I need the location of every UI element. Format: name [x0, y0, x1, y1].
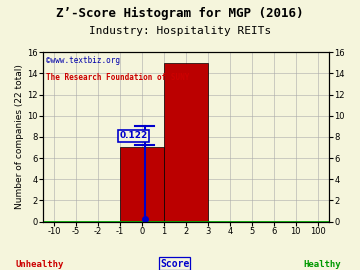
Bar [164, 63, 208, 222]
Text: Score: Score [160, 259, 189, 269]
Text: Industry: Hospitality REITs: Industry: Hospitality REITs [89, 26, 271, 36]
Text: 0.122: 0.122 [120, 131, 148, 140]
Y-axis label: Number of companies (22 total): Number of companies (22 total) [15, 65, 24, 209]
Text: Unhealthy: Unhealthy [15, 260, 64, 269]
Text: Healthy: Healthy [303, 260, 341, 269]
Bar [120, 147, 164, 222]
Text: The Research Foundation of SUNY: The Research Foundation of SUNY [46, 73, 189, 82]
Text: Z’-Score Histogram for MGP (2016): Z’-Score Histogram for MGP (2016) [56, 7, 304, 20]
Text: ©www.textbiz.org: ©www.textbiz.org [46, 56, 120, 65]
